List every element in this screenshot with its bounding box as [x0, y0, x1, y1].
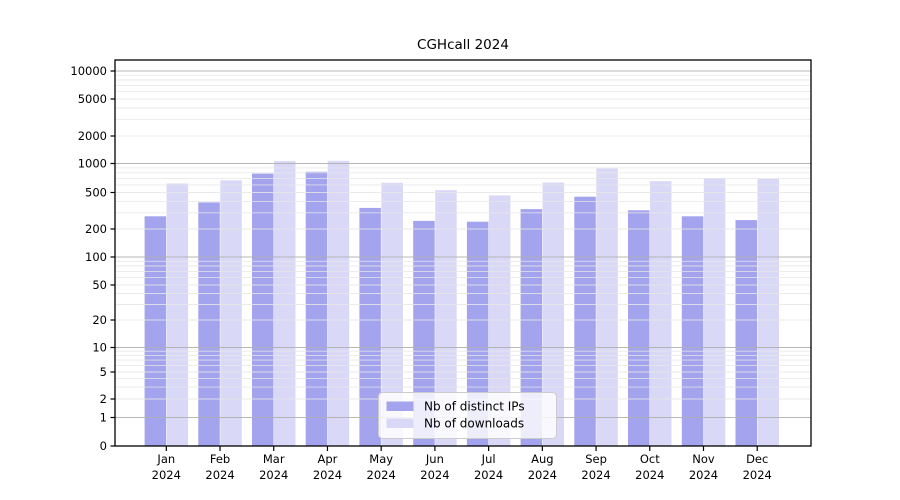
- x-tick-label-year: 2024: [689, 468, 718, 482]
- x-tick-label-year: 2024: [205, 468, 234, 482]
- x-tick-label-month: Jun: [425, 452, 444, 466]
- y-tick-label: 1000: [78, 157, 107, 171]
- x-axis: Jan 2024 Feb 2024 Mar 2024 Apr 2024 May 2024 Jun 20…: [152, 446, 772, 482]
- bar-distinct-ips-mar: [252, 173, 274, 446]
- y-tick-label: 100: [85, 250, 107, 264]
- bar-distinct-ips-oct: [628, 210, 650, 446]
- y-tick-label: 1: [100, 411, 107, 425]
- legend: Nb of distinct IPs Nb of downloads: [378, 392, 557, 439]
- major-gridlines: [115, 70, 811, 418]
- y-tick-label: 0: [100, 439, 107, 453]
- bar-downloads-jul: [488, 195, 511, 446]
- x-tick-label-month: Nov: [692, 452, 715, 466]
- bar-distinct-ips-dec: [735, 220, 757, 446]
- y-tick-label: 20: [92, 313, 107, 327]
- x-tick-label-year: 2024: [474, 468, 503, 482]
- y-tick-label: 2: [100, 392, 107, 406]
- x-tick-label-year: 2024: [743, 468, 772, 482]
- bar-distinct-ips-may: [359, 207, 381, 446]
- x-tick-label-month: Dec: [746, 452, 768, 466]
- legend-swatch-distinct-ips: [386, 401, 414, 411]
- x-tick-label-month: Aug: [531, 452, 553, 466]
- bar-distinct-ips-sep: [574, 196, 596, 446]
- x-tick-label-year: 2024: [259, 468, 288, 482]
- bar-downloads-oct: [650, 181, 672, 446]
- x-tick-label-month: Apr: [318, 452, 338, 466]
- y-tick-label: 5000: [78, 92, 107, 106]
- x-tick-label-year: 2024: [367, 468, 396, 482]
- x-tick-label-year: 2024: [420, 468, 449, 482]
- y-tick-label: 10000: [70, 64, 107, 78]
- legend-swatch-downloads: [386, 418, 414, 428]
- x-tick-label-year: 2024: [581, 468, 610, 482]
- axes-spines: [114, 59, 812, 447]
- chart-title: CGHcall 2024: [417, 37, 509, 53]
- legend-box: [378, 392, 557, 439]
- bar-downloads-may: [381, 182, 403, 447]
- legend-label-distinct-ips: Nb of distinct IPs: [424, 400, 525, 414]
- y-tick-label: 500: [85, 186, 107, 200]
- bar-distinct-ips-jan: [144, 216, 167, 446]
- x-tick-label-year: 2024: [152, 468, 181, 482]
- y-tick-label: 2000: [78, 129, 107, 143]
- x-tick-label-month: May: [369, 452, 393, 466]
- x-tick-label-month: Sep: [585, 452, 607, 466]
- bar-downloads-jan: [166, 183, 189, 446]
- x-tick-label-year: 2024: [528, 468, 557, 482]
- x-tick-label-month: Mar: [263, 452, 285, 466]
- x-tick-label-month: Oct: [640, 452, 660, 466]
- y-tick-label: 5: [100, 365, 107, 379]
- bar-downloads-feb: [220, 180, 242, 447]
- x-tick-label-year: 2024: [635, 468, 664, 482]
- y-tick-label: 200: [85, 222, 107, 236]
- bar-downloads-sep: [596, 168, 618, 446]
- bar-downloads-dec: [757, 179, 779, 446]
- bar-downloads-mar: [274, 161, 296, 446]
- bar-distinct-ips-feb: [198, 202, 220, 446]
- bar-downloads-apr: [327, 160, 350, 447]
- legend-label-downloads: Nb of downloads: [424, 417, 524, 431]
- x-tick-label-year: 2024: [313, 468, 342, 482]
- bar-downloads-nov: [703, 178, 726, 446]
- bar-distinct-ips-apr: [305, 171, 328, 447]
- bar-downloads-jun: [435, 190, 457, 446]
- minor-gridlines: [115, 74, 811, 400]
- x-tick-label-month: Jan: [156, 452, 175, 466]
- y-tick-label: 50: [92, 278, 107, 292]
- x-tick-label-month: Jul: [481, 452, 496, 466]
- y-tick-label: 10: [92, 341, 107, 355]
- bar-distinct-ips-nov: [681, 216, 704, 446]
- x-tick-label-month: Feb: [210, 452, 230, 466]
- bar-downloads-aug: [542, 182, 565, 446]
